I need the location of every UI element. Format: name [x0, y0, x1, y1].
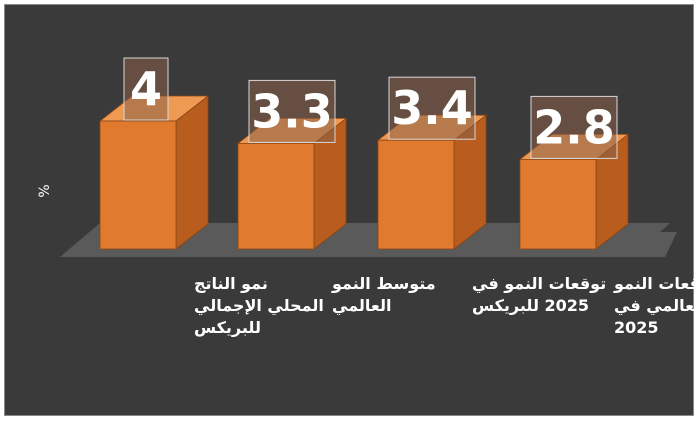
- category-label: للبريكس: [194, 318, 261, 337]
- bar: [519, 158, 597, 250]
- bar-side: [175, 95, 209, 250]
- chart-frame: % 4 نمو الناتج المحلي الإجمالي للبريكس 3.3 متو…: [4, 4, 695, 416]
- category-label: توقعات النمو في: [472, 274, 606, 294]
- data-label-box: [248, 79, 336, 143]
- y-axis-label: %: [37, 184, 53, 197]
- category-label: توقعات النمو: [613, 274, 695, 293]
- category-label: متوسط النمو: [331, 274, 436, 293]
- chart-plot: % 4 نمو الناتج المحلي الإجمالي للبريكس 3.3 متو…: [37, 57, 695, 337]
- data-label: 3.4: [391, 81, 473, 135]
- category-label: 2025: [614, 318, 659, 337]
- category-label: نمو الناتج: [194, 274, 268, 293]
- data-label: 2.8: [533, 100, 615, 154]
- category-label: العالمي: [332, 296, 391, 316]
- bar: [377, 139, 455, 250]
- data-label: 4: [130, 62, 162, 116]
- category-label: المحلي الإجمالي: [194, 296, 324, 316]
- data-label-box: [123, 57, 169, 121]
- bar: [99, 120, 177, 250]
- data-label-box: [530, 95, 618, 159]
- data-label-box: [388, 76, 476, 140]
- bar: [237, 142, 315, 250]
- category-label: العالمي في: [614, 296, 695, 316]
- chart-floor-plane: [60, 223, 670, 257]
- category-label: 2025 للبريكس: [472, 296, 589, 315]
- data-label: 3.3: [251, 84, 333, 138]
